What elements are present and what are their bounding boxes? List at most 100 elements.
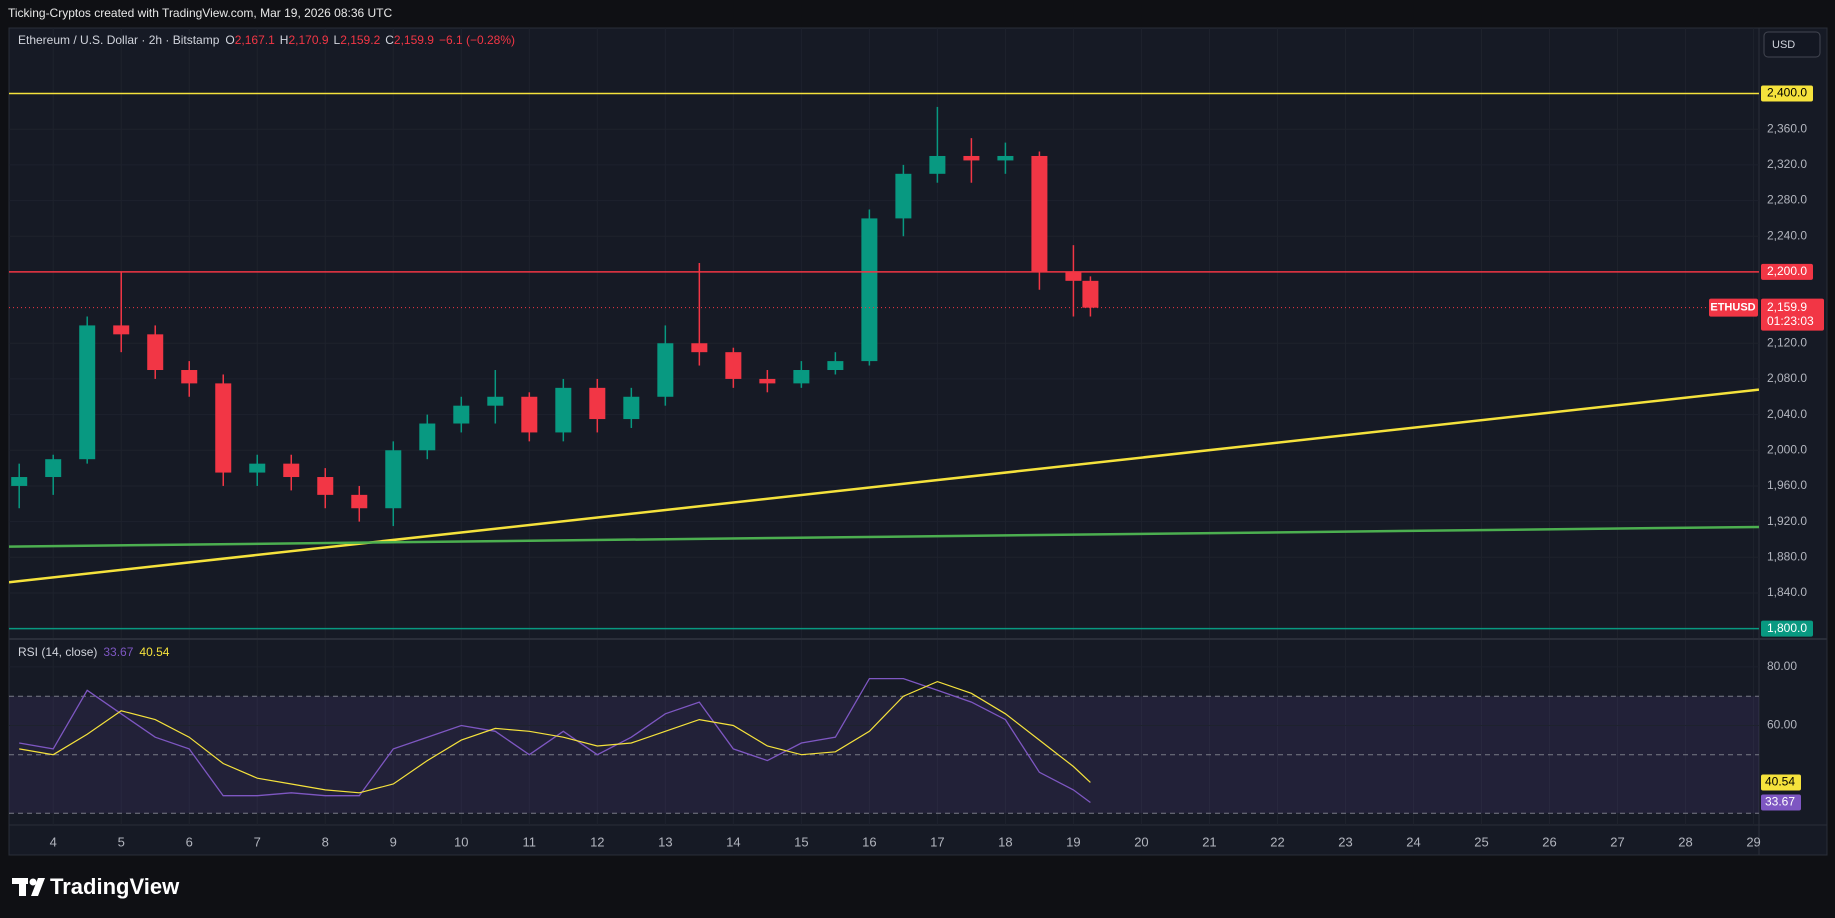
rsi-title: RSI (14, close): [18, 645, 97, 659]
tv-logo: [12, 878, 45, 896]
candle-body: [1082, 280, 1099, 308]
y-tick-label: 2,080.0: [1767, 371, 1807, 385]
x-tick-label: 4: [50, 834, 57, 849]
y-tick-label: 1,960.0: [1767, 478, 1807, 492]
candle-body: [147, 334, 164, 371]
legend-key: L: [334, 33, 341, 47]
candle-body: [623, 396, 640, 420]
candle-body: [929, 155, 946, 174]
rsi-pane: [9, 640, 1759, 825]
level-label: 1,800.0: [1767, 621, 1807, 635]
legend-value: 2,159.2: [340, 33, 380, 47]
y-tick-label: 2,120.0: [1767, 335, 1807, 349]
x-tick-label: 19: [1066, 834, 1080, 849]
level-label-box: [1761, 85, 1813, 102]
rsi-legend-value: 40.54: [139, 645, 169, 659]
x-tick-label: 8: [322, 834, 329, 849]
candle-body: [487, 396, 504, 406]
candle-body: [1031, 155, 1048, 272]
x-tick-label: 10: [454, 834, 468, 849]
candle-body: [215, 383, 232, 473]
x-tick-label: 20: [1134, 834, 1148, 849]
footer-brand: TradingView: [50, 874, 180, 899]
candle-body: [419, 423, 436, 451]
trendline: [9, 525, 1759, 548]
candle-body: [725, 352, 742, 379]
x-tick-label: 23: [1338, 834, 1352, 849]
x-tick-label: 5: [118, 834, 125, 849]
countdown-label: 01:23:03: [1767, 314, 1814, 328]
legend-key: C: [385, 33, 394, 47]
legend-key: O: [225, 33, 234, 47]
logo-dot: [29, 878, 37, 886]
y-tick-label: 1,840.0: [1767, 585, 1807, 599]
candle-body: [827, 361, 844, 371]
last-price-label: 2,159.9: [1767, 300, 1807, 314]
y-tick-label: 1,880.0: [1767, 549, 1807, 563]
legend: Ethereum / U.S. Dollar · 2h · Bitstamp O2…: [18, 33, 515, 47]
x-tick-label: 17: [930, 834, 944, 849]
candle-body: [385, 450, 402, 509]
candle-body: [283, 463, 300, 478]
candle-body: [521, 396, 538, 433]
x-tick-label: 28: [1678, 834, 1692, 849]
x-tick-label: 27: [1610, 834, 1624, 849]
y-tick-label: 2,280.0: [1767, 193, 1807, 207]
level-label: 2,400.0: [1767, 86, 1807, 100]
candle-body: [317, 477, 334, 495]
candle-body: [45, 459, 62, 478]
symbol-label-box: [1709, 298, 1758, 317]
x-tick-label: 26: [1542, 834, 1556, 849]
legend-title: Ethereum / U.S. Dollar · 2h · Bitstamp: [18, 33, 220, 47]
x-tick-label: 15: [794, 834, 808, 849]
symbol-label: ETHUSD: [1710, 302, 1755, 314]
candle-body: [793, 370, 810, 384]
last-price-box: [1761, 298, 1824, 331]
y-tick-label: 1,920.0: [1767, 514, 1807, 528]
y-tick-label: 2,000.0: [1767, 442, 1807, 456]
x-tick-label: 21: [1202, 834, 1216, 849]
x-tick-label: 12: [590, 834, 604, 849]
x-tick-label: 7: [254, 834, 261, 849]
candle-body: [861, 218, 878, 362]
currency-label[interactable]: USD: [1772, 39, 1795, 51]
rsi-value-box: [1761, 794, 1801, 811]
y-tick-label: 80.00: [1767, 659, 1797, 673]
logo-stem: [19, 878, 26, 896]
legend-value: 2,167.1: [235, 33, 275, 47]
x-tick-label: 13: [658, 834, 672, 849]
x-tick-label: 29: [1746, 834, 1760, 849]
x-tick-label: 22: [1270, 834, 1284, 849]
x-tick-label: 18: [998, 834, 1012, 849]
x-tick-label: 14: [726, 834, 740, 849]
x-tick-label: 6: [186, 834, 193, 849]
rsi-value-label: 33.67: [1765, 795, 1795, 809]
candle-body: [895, 173, 912, 219]
x-tick-label: 16: [862, 834, 876, 849]
rsi-value-box: [1761, 774, 1801, 791]
chart-frame: [8, 27, 1828, 856]
level-label-box: [1761, 620, 1813, 637]
candle-body: [351, 494, 368, 509]
currency-button[interactable]: [1763, 31, 1821, 58]
y-tick-label: 2,320.0: [1767, 157, 1807, 171]
rsi-legend-value: 33.67: [103, 645, 133, 659]
candle-body: [963, 155, 980, 161]
candle-body: [249, 463, 266, 473]
x-tick-label: 24: [1406, 834, 1420, 849]
x-tick-label: 9: [390, 834, 397, 849]
level-label: 2,200.0: [1767, 264, 1807, 278]
candle-body: [589, 387, 606, 420]
trendline: [9, 388, 1759, 584]
legend-value: 2,170.9: [288, 33, 328, 47]
candle-body: [453, 405, 470, 424]
legend-key: H: [280, 33, 289, 47]
candle-body: [1065, 271, 1082, 281]
legend-change: −6.1 (−0.28%): [439, 33, 515, 47]
level-label-box: [1761, 263, 1813, 280]
y-tick-label: 2,240.0: [1767, 228, 1807, 242]
candle-body: [759, 378, 776, 384]
price-pane: [9, 28, 1759, 638]
